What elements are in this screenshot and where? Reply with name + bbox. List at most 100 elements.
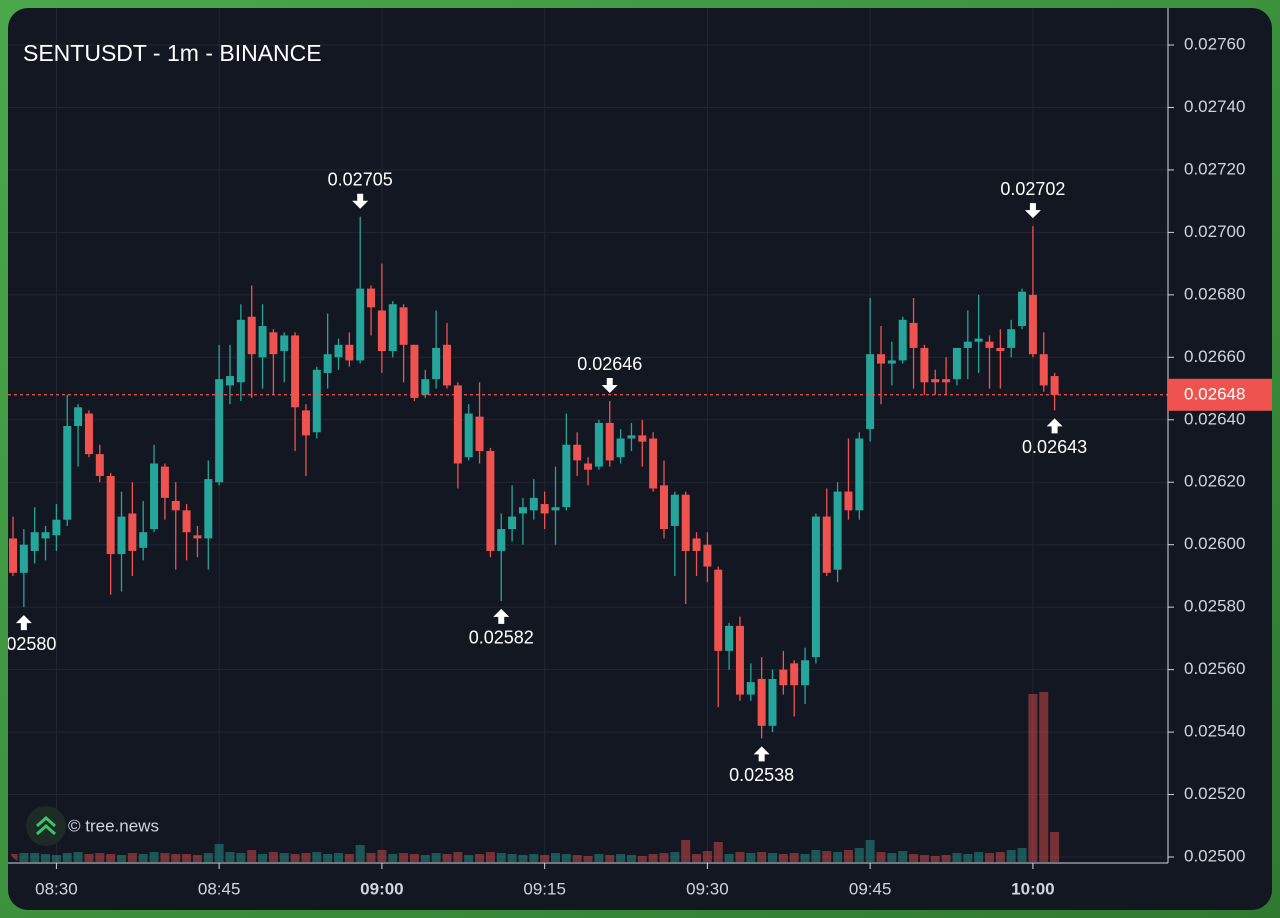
volume-bar [941, 855, 951, 862]
volume-bar [73, 852, 83, 862]
volume-bar [616, 854, 626, 862]
candle-body [84, 413, 93, 455]
high-arrow [1024, 203, 1041, 219]
candle-body [768, 678, 777, 726]
volume-bar [670, 852, 680, 862]
volume-bar [377, 850, 387, 862]
last-price-label: 0.02648 [1184, 384, 1245, 403]
candle-body [670, 494, 679, 526]
candle-body [247, 316, 256, 355]
volume-bar [800, 854, 810, 862]
candle-body [638, 435, 647, 442]
volume-bar [724, 854, 734, 862]
candle-body [291, 335, 300, 408]
candle-body [627, 435, 636, 439]
candle-body [345, 344, 354, 361]
volume-bar [84, 854, 94, 862]
volume-bar [95, 853, 105, 862]
high-arrow [601, 378, 618, 394]
candle-body [562, 444, 571, 508]
high-arrow [352, 193, 369, 209]
volume-bar [854, 848, 864, 862]
candle-body [226, 376, 234, 386]
volume-bar [182, 854, 192, 862]
candle-body [443, 344, 451, 386]
candle-body [30, 532, 39, 551]
last-price-box [1168, 378, 1272, 411]
x-tick-label: 10:00 [1011, 879, 1054, 898]
volume-bar [485, 852, 495, 862]
candle-body [377, 310, 386, 352]
low-label: 0.02538 [729, 765, 794, 785]
candle-body [334, 344, 343, 358]
volume-bar [540, 855, 550, 862]
candle-body [171, 500, 180, 511]
candle-body [942, 379, 951, 383]
volume-bar [355, 845, 365, 862]
candle-body [811, 516, 820, 658]
volume-bar [757, 852, 767, 862]
volume-bar [420, 855, 430, 862]
volume-bar [475, 854, 485, 862]
volume-bar [106, 854, 116, 862]
candle-body [1050, 376, 1059, 395]
candle-body [518, 507, 527, 514]
high-label: 0.02646 [577, 354, 642, 374]
candle-body [1039, 354, 1048, 386]
candle-body [985, 341, 994, 348]
y-tick-label: 0.02560 [1184, 659, 1245, 678]
candle-body [139, 532, 148, 548]
volume-bar [344, 854, 354, 862]
x-tick-label: 09:15 [523, 879, 566, 898]
volume-bar [41, 854, 51, 862]
candle-body [855, 438, 864, 511]
y-tick-label: 0.02760 [1184, 34, 1245, 53]
candle-body [63, 426, 72, 520]
candle-body [725, 625, 734, 651]
candle-body [746, 682, 755, 695]
low-arrow [15, 615, 32, 631]
volume-bar [149, 852, 159, 862]
volume-bar [551, 853, 560, 862]
volume-bar [225, 852, 235, 862]
candle-body [735, 625, 744, 695]
candle-body [681, 494, 690, 551]
volume-bar [117, 855, 126, 862]
candle-body [128, 513, 137, 551]
volume-bar [323, 854, 333, 862]
candle-body [529, 497, 538, 511]
candle-body [74, 407, 83, 427]
volume-bar [561, 854, 571, 862]
volume-bar [301, 853, 311, 862]
candle-body [215, 379, 224, 483]
y-tick-label: 0.02740 [1184, 97, 1245, 116]
candle-body [117, 516, 126, 555]
high-label: 0.02705 [328, 170, 393, 190]
volume-bar [746, 853, 756, 862]
candle-body [931, 379, 940, 383]
volume-bar [334, 853, 343, 862]
candle-body [475, 416, 484, 451]
volume-bar [507, 854, 517, 862]
y-tick-label: 0.02580 [1184, 597, 1245, 616]
candle-body [616, 438, 625, 458]
volume-bar [637, 856, 647, 862]
x-tick-label: 09:00 [360, 879, 403, 898]
volume-bar [659, 853, 669, 862]
y-tick-label: 0.02680 [1184, 284, 1245, 303]
volume-bar [843, 850, 853, 862]
volume-bar [464, 855, 474, 862]
y-tick-label: 0.02720 [1184, 159, 1245, 178]
candle-body [95, 454, 104, 476]
candle-body [822, 516, 831, 573]
candle-body [584, 463, 593, 470]
candle-body [19, 544, 28, 573]
x-tick-label: 09:30 [686, 879, 729, 898]
candle-body [898, 319, 907, 361]
volume-bar [431, 853, 441, 862]
candle-body [974, 338, 983, 342]
volume-bar [453, 852, 463, 862]
volume-bar [203, 853, 213, 862]
low-arrow [1046, 418, 1063, 434]
volume-bar [648, 854, 658, 862]
